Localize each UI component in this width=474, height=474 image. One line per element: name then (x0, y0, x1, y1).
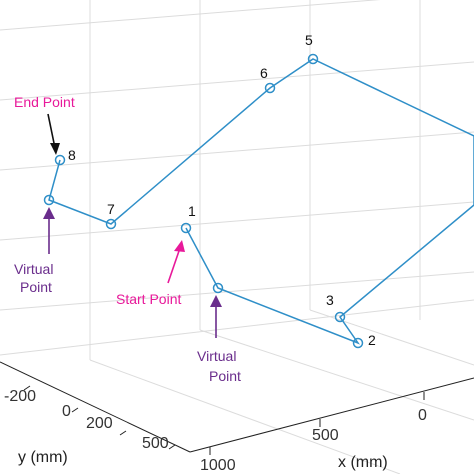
y-tick-label: 200 (86, 415, 113, 432)
annotation-virtual-point-right-line1: Virtual (197, 348, 236, 364)
point-marker (212, 282, 224, 294)
arrow-head-icon (50, 143, 60, 155)
point-marker (352, 337, 364, 349)
point-label: 1 (188, 203, 196, 219)
point-marker (334, 311, 346, 323)
x-tick-label: 1000 (200, 457, 236, 474)
annotation-virtual-point-right: Virtual Point (197, 295, 241, 384)
point-marker (307, 53, 319, 65)
point-marker (54, 154, 66, 166)
grid-back-wall (0, 0, 474, 360)
x-tick-label: 500 (312, 427, 339, 444)
annotation-end-point: End Point (14, 94, 75, 155)
x-axis-label: x (mm) (338, 454, 388, 471)
y-tick-label: 0 (62, 403, 71, 420)
y-tick-label: -200 (4, 388, 36, 405)
annotation-virtual-point-left-line2: Point (20, 279, 52, 295)
point-label: 7 (107, 201, 115, 217)
point-marker (43, 194, 55, 206)
y-tick-label: 500 (142, 435, 169, 452)
annotation-start-point: Start Point (116, 240, 185, 307)
x-tick-label: 0 (418, 407, 427, 424)
series-markers (43, 53, 364, 349)
annotation-virtual-point-right-line2: Point (209, 368, 241, 384)
point-label: 8 (68, 147, 76, 163)
annotation-end-point-text: End Point (14, 94, 75, 110)
arrow-head-icon (174, 240, 185, 252)
y-axis-ticks: -200 0 200 500 (4, 385, 176, 452)
point-marker (105, 218, 117, 230)
annotation-start-point-text: Start Point (116, 291, 181, 307)
y-axis-label: y (mm) (18, 449, 68, 466)
x-axis-ticks: 1000 500 0 (200, 392, 427, 474)
point-label: 3 (326, 292, 334, 308)
point-label: 6 (260, 65, 268, 81)
point-labels: 8 7 6 5 3 2 1 (68, 32, 376, 348)
point-label: 2 (368, 332, 376, 348)
annotation-virtual-point-left: Virtual Point (14, 207, 55, 295)
axes (0, 361, 474, 453)
arrow-head-icon (210, 295, 222, 307)
annotation-virtual-point-left-line1: Virtual (14, 261, 53, 277)
series-path-line (48, 58, 474, 345)
point-label: 5 (305, 32, 313, 48)
point-marker (264, 82, 276, 94)
grid-floor (0, 299, 474, 474)
point-marker (180, 222, 192, 234)
arrow-head-icon (43, 207, 55, 219)
